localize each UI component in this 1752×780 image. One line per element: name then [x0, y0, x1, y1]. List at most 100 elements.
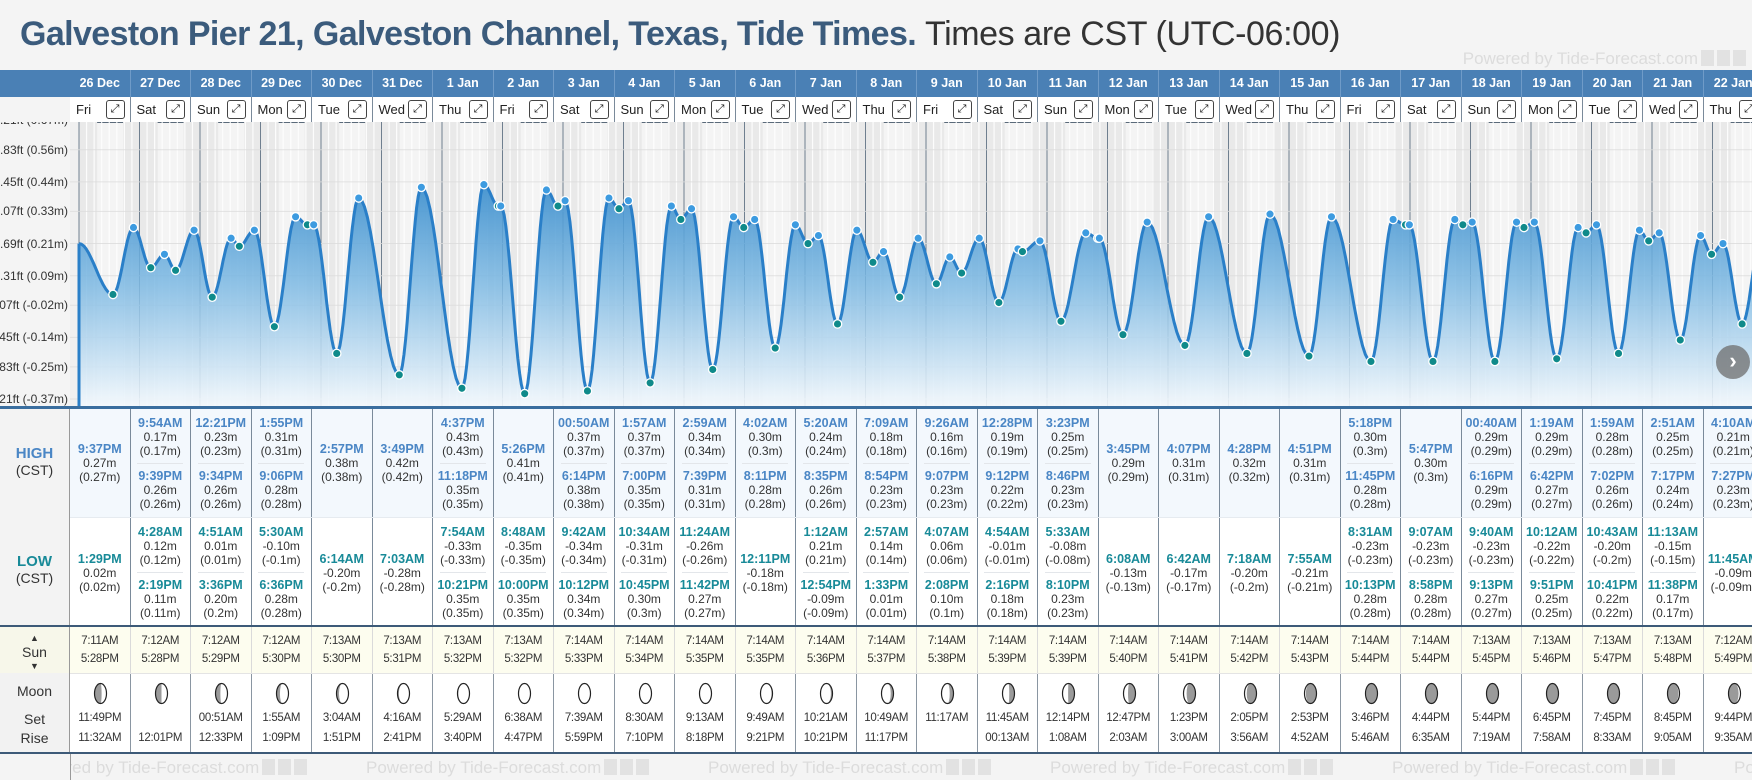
- weekday-cell: Tue ⤢: [1159, 97, 1220, 122]
- expand-day-button[interactable]: ⤢: [1497, 100, 1516, 119]
- low-tide-point: [394, 370, 405, 380]
- expand-day-button[interactable]: ⤢: [1255, 100, 1274, 119]
- low-tide-time: 10:12AM: [1526, 525, 1578, 539]
- high-tide-height: 0.28m: [748, 482, 782, 497]
- high-tide-entry: 9:39PM 0.26m (0.26m): [134, 467, 186, 513]
- weekday-label: Sat: [136, 102, 157, 117]
- high-tide-entry: 4:28PM 0.32m (0.32m): [1223, 440, 1275, 486]
- moon-cell: 10:21AM 10:21PM: [796, 674, 857, 753]
- watermark-text: Powered by Tide-Forecast.com: [1050, 758, 1286, 777]
- expand-day-button[interactable]: ⤢: [1618, 100, 1637, 119]
- low-tide-point: [1118, 329, 1128, 340]
- low-tide-height: 0.01m: [869, 592, 903, 606]
- sunrise-time: 7:12AM: [1714, 635, 1752, 647]
- sunset-time: 5:37PM: [867, 653, 906, 665]
- expand-day-button[interactable]: ⤢: [1436, 100, 1456, 119]
- high-tide-point: [1634, 225, 1645, 236]
- date-header: 13 Jan: [1159, 70, 1220, 97]
- high-tide-time: 4:51PM: [1287, 442, 1332, 456]
- expand-day-button[interactable]: ⤢: [166, 100, 185, 119]
- expand-day-button[interactable]: ⤢: [287, 100, 306, 119]
- expand-day-button[interactable]: ⤢: [892, 100, 911, 119]
- entry-divider: [1468, 462, 1515, 464]
- high-tide-point: [1142, 217, 1153, 227]
- low-tide-time: 5:30AM: [259, 525, 304, 539]
- low-tide-point: [770, 343, 781, 353]
- low-tide-height: -0.18m: [746, 565, 784, 580]
- moonset-time: 5:29AM: [443, 712, 482, 724]
- expand-day-button[interactable]: ⤢: [105, 100, 125, 119]
- high-tide-height: 0.35m: [627, 482, 661, 497]
- low-tide-cell: 7:55AM -0.21m (-0.21m): [1280, 518, 1341, 627]
- expand-day-button[interactable]: ⤢: [1739, 100, 1752, 119]
- high-tide-time: 7:17PM: [1650, 468, 1695, 483]
- low-tide-height: 0.22m: [1595, 592, 1629, 606]
- weekday-cell: Wed ⤢: [796, 97, 857, 122]
- high-tide-height-alt: (0.38m): [321, 470, 363, 484]
- sun-cell: 7:13AM 5:46PM: [1522, 627, 1583, 673]
- expand-day-button[interactable]: ⤢: [1013, 100, 1032, 119]
- entry-divider: [681, 572, 728, 573]
- sun-cell: 7:12AM 5:29PM: [191, 627, 252, 673]
- high-tide-point: [1591, 219, 1602, 230]
- expand-day-button[interactable]: ⤢: [408, 100, 427, 119]
- expand-day-button[interactable]: ⤢: [226, 100, 246, 119]
- high-tide-cell: 9:37PM 0.27m (0.27m): [70, 409, 131, 517]
- sunset-time: 5:46PM: [1532, 653, 1571, 665]
- low-tide-height: 0.27m: [1474, 592, 1508, 606]
- low-tide-height-alt: (0.18m): [986, 606, 1028, 620]
- high-tide-point: [944, 252, 955, 262]
- weekday-label: Sat: [1407, 102, 1427, 117]
- high-tide-point: [623, 195, 634, 206]
- sunset-time: 5:30PM: [322, 653, 361, 665]
- moonset-time: 9:49AM: [746, 712, 785, 724]
- expand-day-button[interactable]: ⤢: [1134, 100, 1153, 119]
- low-tide-height: 0.35m: [506, 592, 540, 606]
- date-header: 4 Jan: [615, 70, 675, 97]
- expand-day-button[interactable]: ⤢: [650, 100, 669, 119]
- expand-day-button[interactable]: ⤢: [468, 100, 488, 119]
- low-tide-height: 0.28m: [1353, 592, 1387, 606]
- expand-day-button[interactable]: ⤢: [952, 100, 972, 119]
- entry-divider: [439, 462, 486, 464]
- expand-day-button[interactable]: ⤢: [831, 100, 851, 119]
- watermark: Powered by Tide-Forecast.com: [71, 758, 308, 778]
- expand-day-button[interactable]: ⤢: [1073, 100, 1093, 119]
- high-tide-cell: 4:10AM 0.21m (0.21m) 7:27PM 0.23m (0.23m): [1704, 409, 1752, 517]
- expand-day-button[interactable]: ⤢: [1557, 100, 1577, 119]
- expand-day-button[interactable]: ⤢: [1678, 100, 1698, 119]
- expand-day-button[interactable]: ⤢: [1376, 100, 1395, 119]
- sunrise-time: 7:14AM: [806, 635, 845, 647]
- low-tide-height-alt: (0.35m): [502, 606, 544, 620]
- high-tide-height: 0.28m: [1595, 429, 1629, 444]
- expand-day-button[interactable]: ⤢: [1315, 100, 1335, 119]
- low-tide-cell: 9:42AM -0.34m (-0.34m) 10:12PM 0.34m (0.34m): [554, 518, 615, 627]
- high-tide-point: [1529, 217, 1540, 227]
- moon-outline: [275, 682, 289, 705]
- low-tide-height: -0.26m: [686, 539, 724, 553]
- low-tide-point: [553, 201, 563, 211]
- high-tide-time: 1:55PM: [259, 415, 304, 430]
- low-tide-height-alt: (0.01m): [865, 606, 907, 620]
- expand-day-button[interactable]: ⤢: [529, 100, 548, 119]
- moon-outline: [456, 682, 471, 705]
- date-header: 29 Dec: [252, 70, 312, 97]
- high-tide-height-alt: (0.24m): [805, 443, 847, 458]
- expand-day-button[interactable]: ⤢: [771, 100, 790, 119]
- high-tide-height: 0.41m: [506, 456, 540, 470]
- next-page-button[interactable]: ›: [1716, 345, 1750, 379]
- date-header: 20 Jan: [1583, 70, 1643, 97]
- expand-day-button[interactable]: ⤢: [589, 100, 609, 119]
- y-tick-label: 1.45ft (0.44m): [0, 174, 68, 189]
- entry-divider: [1528, 572, 1575, 573]
- low-tide-height-alt: (-0.18m): [742, 579, 788, 594]
- low-tide-height-alt: (0.12m): [139, 553, 181, 567]
- expand-day-button[interactable]: ⤢: [710, 100, 730, 119]
- weekday-label: Mon: [681, 102, 707, 117]
- expand-day-button[interactable]: ⤢: [1194, 100, 1214, 119]
- expand-day-button[interactable]: ⤢: [347, 100, 367, 119]
- high-tide-cell: 9:26AM 0.16m (0.16m) 9:07PM 0.23m (0.23m): [917, 409, 978, 517]
- logo-icon: [604, 759, 618, 775]
- moon-lit: [279, 683, 288, 704]
- sun-cell: 7:11AM 5:28PM: [70, 627, 131, 673]
